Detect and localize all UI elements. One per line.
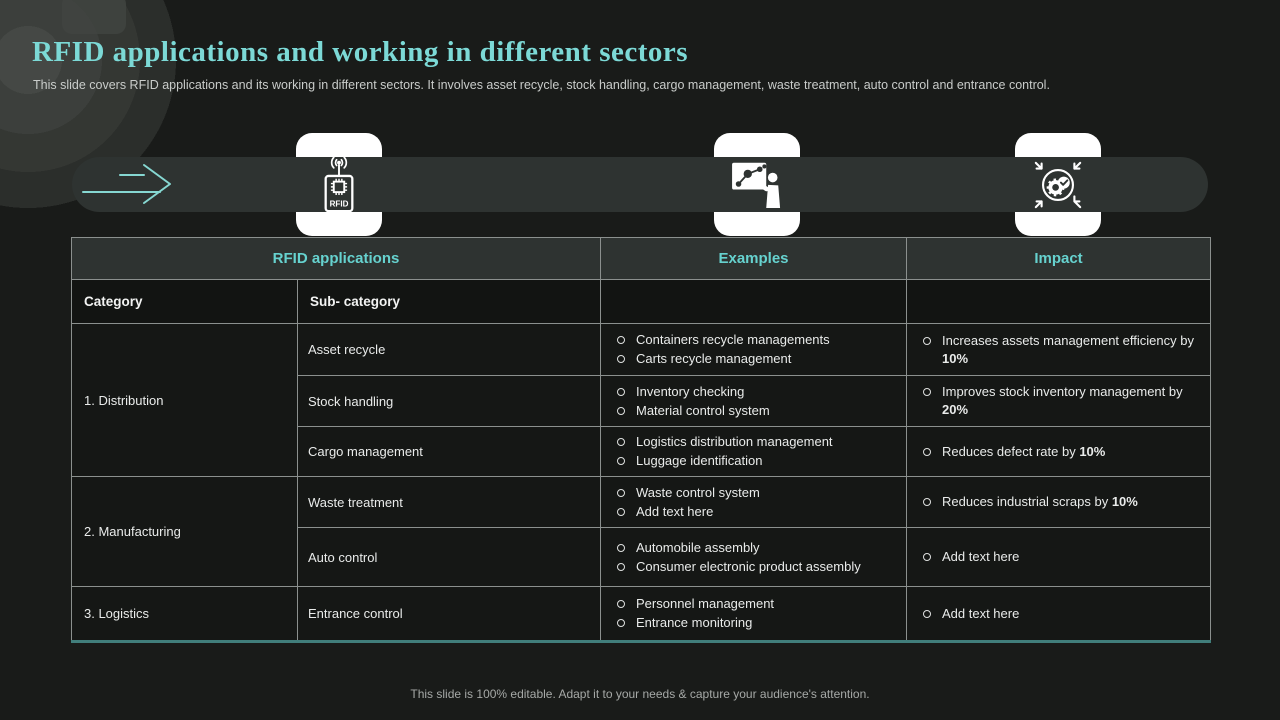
page-title: RFID applications and working in differe… xyxy=(32,36,689,68)
subcategory-cell: Cargo management xyxy=(297,426,601,477)
bullet-icon xyxy=(617,488,625,497)
example-item: Carts recycle management xyxy=(636,351,792,366)
bullet-icon xyxy=(617,336,625,344)
subheader-subcategory: Sub- category xyxy=(297,279,601,324)
impact-item: Improves stock inventory management by 2… xyxy=(942,384,1183,417)
bullet-icon xyxy=(617,543,625,552)
impact-cell: Reduces industrial scraps by 10% xyxy=(906,476,1211,528)
examples-cell: Personnel management Entrance monitoring xyxy=(600,586,907,642)
subcategory-cell: Auto control xyxy=(297,527,601,587)
examples-cell: Inventory checking Material control syst… xyxy=(600,375,907,427)
example-item: Containers recycle managements xyxy=(636,332,830,347)
rfid-tag-icon: RFID xyxy=(318,155,360,219)
bullet-icon xyxy=(617,507,625,516)
example-item: Add text here xyxy=(636,503,714,519)
bullet-icon xyxy=(617,457,625,465)
example-item: Logistics distribution management xyxy=(636,434,833,449)
table-row: 3. Logistics Entrance control Personnel … xyxy=(71,586,1211,642)
subcategory-cell: Asset recycle xyxy=(297,323,601,376)
bullet-icon xyxy=(617,406,625,415)
bullet-icon xyxy=(923,388,931,396)
subheader-empty-impact xyxy=(906,279,1211,324)
bullet-icon xyxy=(923,447,931,456)
impact-item: Reduces industrial scraps by 10% xyxy=(942,494,1138,509)
example-item: Material control system xyxy=(636,402,770,418)
corner-chip-decoration xyxy=(62,0,126,34)
impact-cell: Improves stock inventory management by 2… xyxy=(906,375,1211,427)
example-item: Entrance monitoring xyxy=(636,615,753,630)
subcategory-cell: Stock handling xyxy=(297,375,601,427)
impact-item: Add text here xyxy=(942,605,1020,621)
table-header-row: RFID applications Examples Impact xyxy=(71,237,1211,280)
editable-note: This slide is 100% editable. Adapt it to… xyxy=(410,687,870,701)
impact-item: Reduces defect rate by 10% xyxy=(942,443,1106,459)
rfid-applications-table: RFID applications Examples Impact Catego… xyxy=(71,237,1211,643)
table-row: 2. Manufacturing Waste treatment Waste c… xyxy=(71,476,1211,587)
table-row: Stock handling Inventory checking Materi… xyxy=(72,375,1211,427)
impact-cell: Increases assets management efficiency b… xyxy=(906,323,1211,376)
example-item: Waste control system xyxy=(636,484,760,500)
bullet-icon xyxy=(617,619,625,627)
bullet-icon xyxy=(923,553,931,561)
right-arrow-icon xyxy=(80,163,185,210)
table-row: Cargo management Logistics distribution … xyxy=(72,426,1211,477)
examples-cell: Logistics distribution management Luggag… xyxy=(600,426,907,477)
bullet-icon xyxy=(923,336,931,345)
category-manufacturing: 2. Manufacturing xyxy=(71,476,298,587)
examples-cell: Automobile assembly Consumer electronic … xyxy=(600,527,907,587)
bullet-icon xyxy=(617,562,625,571)
impact-cell: Add text here xyxy=(906,586,1211,642)
impact-item: Add text here xyxy=(942,549,1020,564)
bullet-icon xyxy=(617,600,625,608)
impact-cell: Reduces defect rate by 10% xyxy=(906,426,1211,477)
examples-cell: Waste control system Add text here xyxy=(600,476,907,528)
presenter-flowchart-icon xyxy=(731,160,783,213)
bullet-icon xyxy=(923,609,931,618)
slide-subtitle: This slide covers RFID applications and … xyxy=(33,78,1050,92)
impact-gear-icon xyxy=(1031,158,1085,217)
example-item: Personnel management xyxy=(636,596,775,611)
bullet-icon xyxy=(617,355,625,363)
example-item: Consumer electronic product assembly xyxy=(636,558,861,574)
table-row: Auto control Automobile assembly Consume… xyxy=(72,527,1211,587)
impact-item: Increases assets management efficiency b… xyxy=(942,332,1194,366)
table-subheader-row: Category Sub- category xyxy=(71,279,1211,324)
subcategory-cell: Waste treatment xyxy=(297,476,601,528)
category-logistics: 3. Logistics xyxy=(71,586,298,642)
subheader-category: Category xyxy=(71,279,298,324)
header-rfid-applications: RFID applications xyxy=(71,237,601,280)
example-item: Automobile assembly xyxy=(636,539,760,555)
bullet-icon xyxy=(617,438,625,446)
example-item: Luggage identification xyxy=(636,453,763,468)
rfid-icon-label: RFID xyxy=(330,199,349,208)
examples-cell: Containers recycle managements Carts rec… xyxy=(600,323,907,376)
header-impact: Impact xyxy=(906,237,1211,280)
category-distribution: 1. Distribution xyxy=(71,323,298,477)
subheader-empty-examples xyxy=(600,279,907,324)
header-examples: Examples xyxy=(600,237,907,280)
impact-cell: Add text here xyxy=(906,527,1211,587)
example-item: Inventory checking xyxy=(636,383,745,399)
bullet-icon xyxy=(923,498,931,506)
process-bar xyxy=(72,157,1208,212)
bullet-icon xyxy=(617,387,625,396)
subcategory-cell: Entrance control xyxy=(297,586,601,642)
table-row: 1. Distribution Asset recycle Containers… xyxy=(71,323,1211,477)
